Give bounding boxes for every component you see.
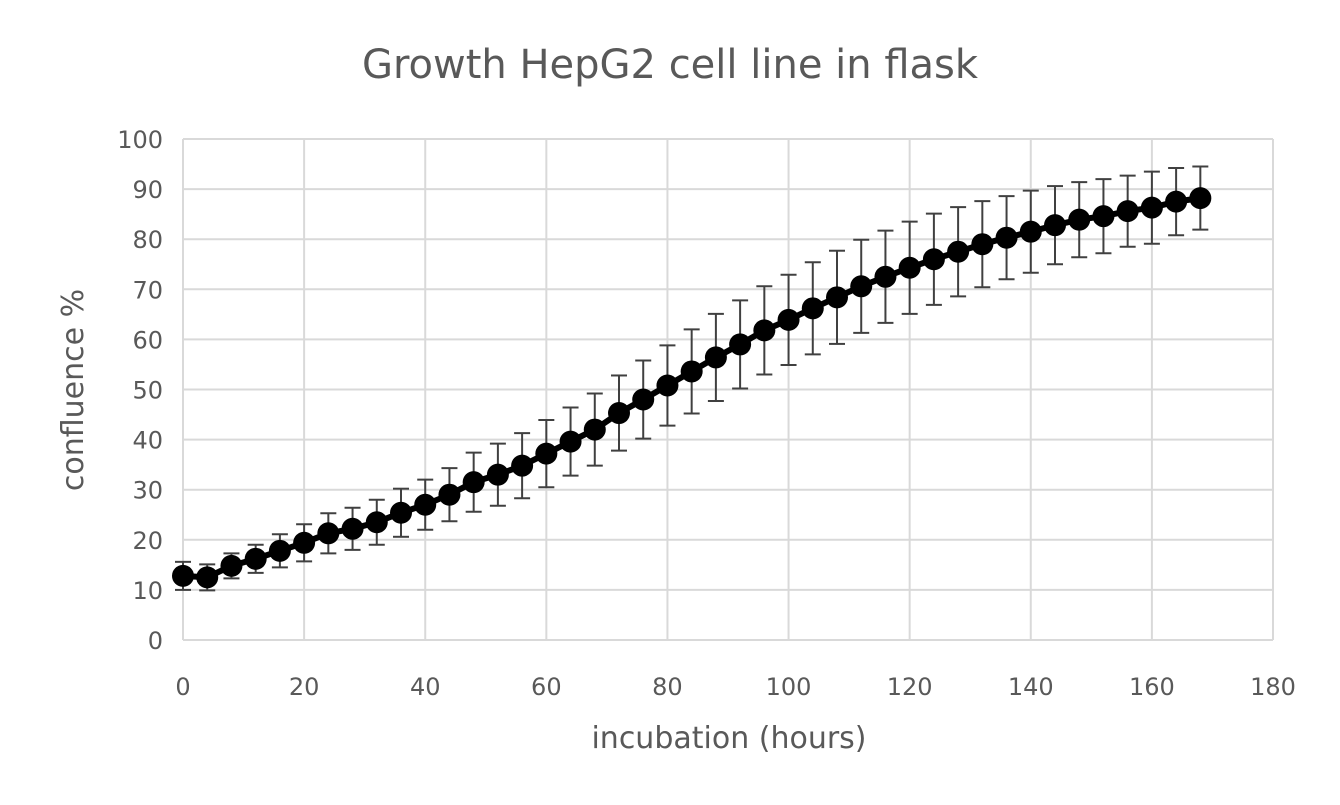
data-point [486, 463, 509, 486]
x-tick-label: 160 [1129, 673, 1175, 701]
data-point [244, 547, 267, 570]
data-point [1116, 200, 1139, 223]
data-point [390, 501, 412, 524]
data-point [704, 346, 727, 369]
data-point [632, 388, 655, 411]
data-point [1019, 220, 1042, 243]
y-tick-label: 60 [132, 326, 163, 354]
y-tick-label: 40 [132, 427, 163, 455]
x-axis-title: incubation (hours) [591, 721, 866, 756]
data-point [753, 319, 776, 342]
data-point [438, 483, 461, 506]
y-tick-label: 50 [132, 377, 163, 405]
y-tick-label: 100 [117, 126, 163, 154]
data-point [656, 374, 679, 397]
x-tick-label: 0 [175, 673, 190, 701]
data-point [608, 402, 630, 425]
x-tick-label: 100 [766, 673, 812, 701]
y-tick-label: 0 [148, 627, 163, 655]
data-point [462, 471, 485, 494]
data-point [268, 539, 291, 562]
data-point [220, 554, 243, 577]
data-point [196, 566, 219, 589]
data-point [826, 286, 848, 309]
y-tick-label: 90 [132, 176, 163, 204]
data-point [947, 240, 970, 263]
data-point [511, 454, 534, 477]
data-point [1044, 214, 1066, 237]
y-axis-ticks: 0 10 20 30 40 50 60 70 80 90 100 [117, 126, 163, 655]
data-point [341, 517, 364, 540]
data-point [1140, 196, 1163, 219]
data-point [898, 256, 921, 279]
x-tick-label: 60 [531, 673, 562, 701]
data-point [971, 233, 994, 256]
x-tick-label: 80 [652, 673, 683, 701]
data-point [414, 493, 437, 516]
data-point [680, 360, 703, 383]
data-point [777, 308, 800, 331]
data-point [801, 297, 824, 320]
x-tick-label: 20 [289, 673, 320, 701]
data-point [172, 564, 194, 587]
data-point [293, 531, 316, 554]
data-point [729, 333, 752, 356]
y-tick-label: 20 [132, 527, 163, 555]
x-tick-label: 140 [1008, 673, 1054, 701]
data-point [1068, 208, 1091, 231]
y-tick-label: 10 [132, 577, 163, 605]
data-point [535, 442, 558, 465]
y-tick-label: 80 [132, 226, 163, 254]
x-tick-label: 180 [1250, 673, 1296, 701]
data-point [317, 522, 340, 545]
x-axis-ticks: 0 20 40 60 80 100 120 140 160 180 [175, 673, 1296, 701]
gridlines [182, 138, 1274, 641]
data-point [874, 265, 897, 288]
data-point [365, 511, 388, 534]
data-point [1189, 187, 1212, 210]
data-point [583, 418, 606, 441]
data-point [559, 430, 582, 453]
y-tick-label: 30 [132, 477, 163, 505]
data-point [995, 226, 1018, 249]
data-series [172, 165, 1212, 592]
x-tick-label: 120 [887, 673, 933, 701]
data-point [1092, 205, 1115, 228]
data-point [850, 275, 873, 298]
y-axis-title: confluence % [56, 289, 91, 491]
chart-title: Growth HepG2 cell line in flask [362, 42, 979, 88]
x-tick-label: 40 [410, 673, 441, 701]
data-point [1165, 190, 1188, 213]
data-point [922, 248, 945, 271]
y-tick-label: 70 [132, 276, 163, 304]
